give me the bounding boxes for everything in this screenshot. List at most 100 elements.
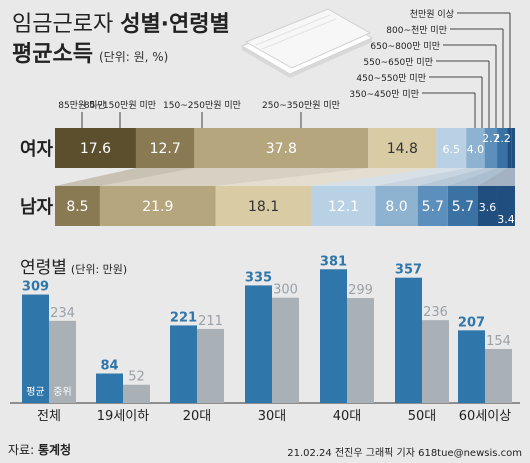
median-value: 236 — [423, 305, 448, 320]
average-bar — [170, 325, 197, 403]
age-category-label: 50대 — [408, 409, 437, 424]
source-name: 통계청 — [37, 443, 72, 457]
average-value: 335 — [245, 270, 272, 285]
source-label: 자료: — [8, 443, 38, 457]
stacked-segment — [375, 186, 418, 226]
connector-band — [311, 168, 467, 186]
median-bar — [49, 320, 76, 403]
row-label: 남자 — [20, 197, 54, 218]
segment-label: 2.7 — [482, 132, 500, 145]
median-bar — [347, 298, 374, 403]
connector-band — [447, 168, 508, 186]
average-value: 84 — [100, 359, 118, 374]
stacked-segment — [436, 128, 467, 168]
average-bar — [320, 269, 347, 403]
age-category-label: 30대 — [258, 409, 287, 424]
credit: 21.02.24 전진우 그래픽 기자 618tue@newsis.com — [287, 448, 522, 459]
median-bar — [197, 328, 224, 403]
stacked-segment — [194, 128, 369, 168]
median-value: 234 — [50, 306, 75, 321]
median-value: 299 — [348, 283, 373, 298]
stacked-segment — [368, 128, 437, 168]
segment-label: 4.0 — [467, 143, 485, 156]
legend-top-label: 150~250만원 미만 — [163, 100, 241, 111]
segment-label: 6.5 — [443, 143, 461, 156]
stacked-segment — [507, 128, 512, 168]
segment-label: 37.8 — [266, 141, 297, 157]
segment-label: 3.4 — [497, 213, 515, 226]
legend-top-label: 85만원 미만 — [58, 100, 105, 111]
title-bold: 성별·연령별 — [120, 12, 230, 37]
connector-band — [55, 168, 195, 186]
stacked-segment — [55, 186, 100, 226]
legend-right-label: 450~550만 미만 — [356, 73, 426, 84]
legend-right-label: 650~800만 미만 — [370, 41, 440, 52]
source: 자료: 통계청 — [8, 441, 71, 458]
page-subtitle: 평균소득 (단위: 원, %) — [12, 36, 168, 68]
connector-band — [497, 168, 515, 186]
average-value: 381 — [320, 254, 347, 269]
legend-right-label: 800~천만 미만 — [386, 25, 447, 36]
stacked-segment — [484, 128, 498, 168]
median-value: 52 — [128, 370, 145, 385]
stacked-segment — [135, 128, 195, 168]
median-bar — [123, 384, 150, 403]
median-value: 211 — [198, 314, 223, 329]
segment-label: 8.0 — [385, 199, 407, 215]
legend-right-label: 350~450만 미만 — [349, 89, 419, 100]
median-value: 300 — [273, 283, 298, 298]
stacked-segment — [511, 128, 515, 168]
connector-band — [417, 168, 498, 186]
stacked-segment — [55, 128, 136, 168]
row-label: 여자 — [20, 139, 54, 160]
segment-label: 3.6 — [479, 201, 497, 214]
age-chart-title: 연령별 (단위: 만원) — [20, 253, 127, 278]
stacked-segment — [466, 128, 485, 168]
paper-stack-illustration — [240, 8, 374, 78]
segment-label: 8.5 — [66, 199, 88, 215]
median-value: 154 — [486, 334, 511, 349]
stacked-segment — [497, 186, 515, 226]
legend-right-label: 550~650만 미만 — [363, 57, 433, 68]
stacked-segment — [497, 128, 508, 168]
median-bar — [272, 297, 299, 403]
segment-label: 21.9 — [142, 199, 173, 215]
stacked-segment — [447, 186, 478, 226]
segment-label: 12.7 — [150, 141, 181, 157]
legend-top-label: 85~150만원 미만 — [84, 100, 156, 111]
segment-label: 17.6 — [80, 141, 111, 157]
legend-right-label: 천만원 이상 — [410, 9, 454, 20]
legend-top-label: 250~350만원 미만 — [262, 100, 340, 111]
age-category-label: 40대 — [333, 409, 362, 424]
stacked-segment — [215, 186, 312, 226]
title-unit: (단위: 원, %) — [98, 50, 169, 64]
series-label-average: 평균 — [26, 386, 44, 398]
stacked-segment — [417, 186, 448, 226]
connector-band — [215, 168, 437, 186]
connector-band — [375, 168, 485, 186]
age-title-text: 연령별 — [20, 258, 67, 278]
average-value: 357 — [395, 263, 422, 278]
average-bar — [395, 277, 422, 403]
average-bar — [96, 373, 123, 403]
segment-label: 2.2 — [493, 132, 511, 145]
average-bar — [458, 330, 485, 403]
stacked-segment — [477, 186, 498, 226]
title-line2: 평균소득 — [12, 42, 93, 67]
page-title: 임금근로자 성별·연령별 — [12, 6, 230, 38]
age-category-label: 전체 — [37, 409, 61, 424]
segment-label: 14.8 — [387, 141, 418, 157]
connector-band — [99, 168, 369, 186]
segment-label: 5.7 — [452, 199, 474, 215]
connector-band — [477, 168, 512, 186]
median-bar — [422, 320, 449, 403]
age-category-label: 19세이하 — [97, 409, 149, 424]
stacked-segment — [311, 186, 376, 226]
average-bar — [245, 285, 272, 403]
stacked-segment — [99, 186, 216, 226]
average-value: 221 — [170, 310, 197, 325]
series-label-median: 중위 — [53, 385, 71, 398]
